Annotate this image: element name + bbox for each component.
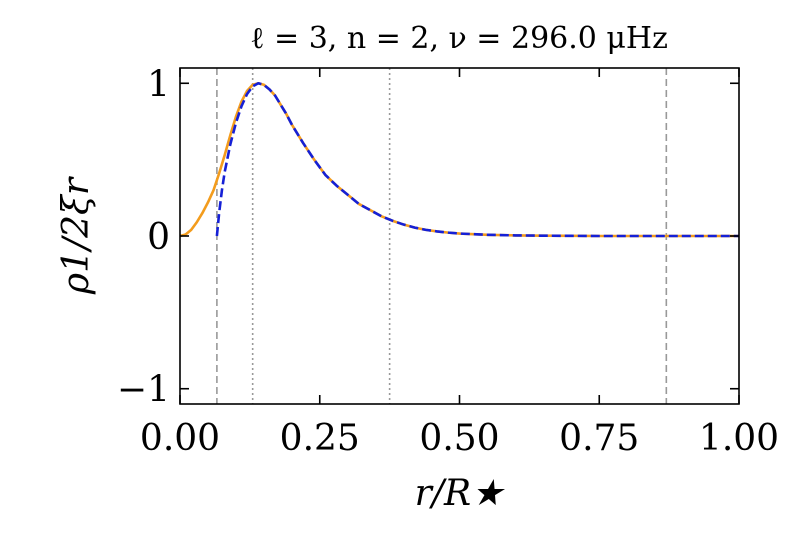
series-line-0 (179, 81, 739, 238)
ticks: 0.00 0.25 0.50 0.75 1.00 −1 0 1 (117, 64, 779, 459)
series-line-1 (215, 81, 739, 238)
x-tick-label: 1.00 (699, 418, 779, 459)
x-axis-label: r/R★ (415, 473, 505, 514)
y-tick-label: −1 (117, 370, 170, 411)
x-tick-label: 0.25 (280, 418, 360, 459)
chart-title: ℓ = 3, n = 2, ν = 296.0 μHz (250, 21, 668, 56)
x-tick-label: 0.50 (419, 418, 499, 459)
x-tick-label: 0.75 (559, 418, 639, 459)
plot-area (179, 68, 739, 404)
y-axis-label: ρ1/2ξr (56, 176, 97, 295)
x-tick-label: 0.00 (140, 418, 220, 459)
y-tick-label: 1 (147, 64, 170, 105)
y-tick-label: 0 (147, 217, 170, 258)
